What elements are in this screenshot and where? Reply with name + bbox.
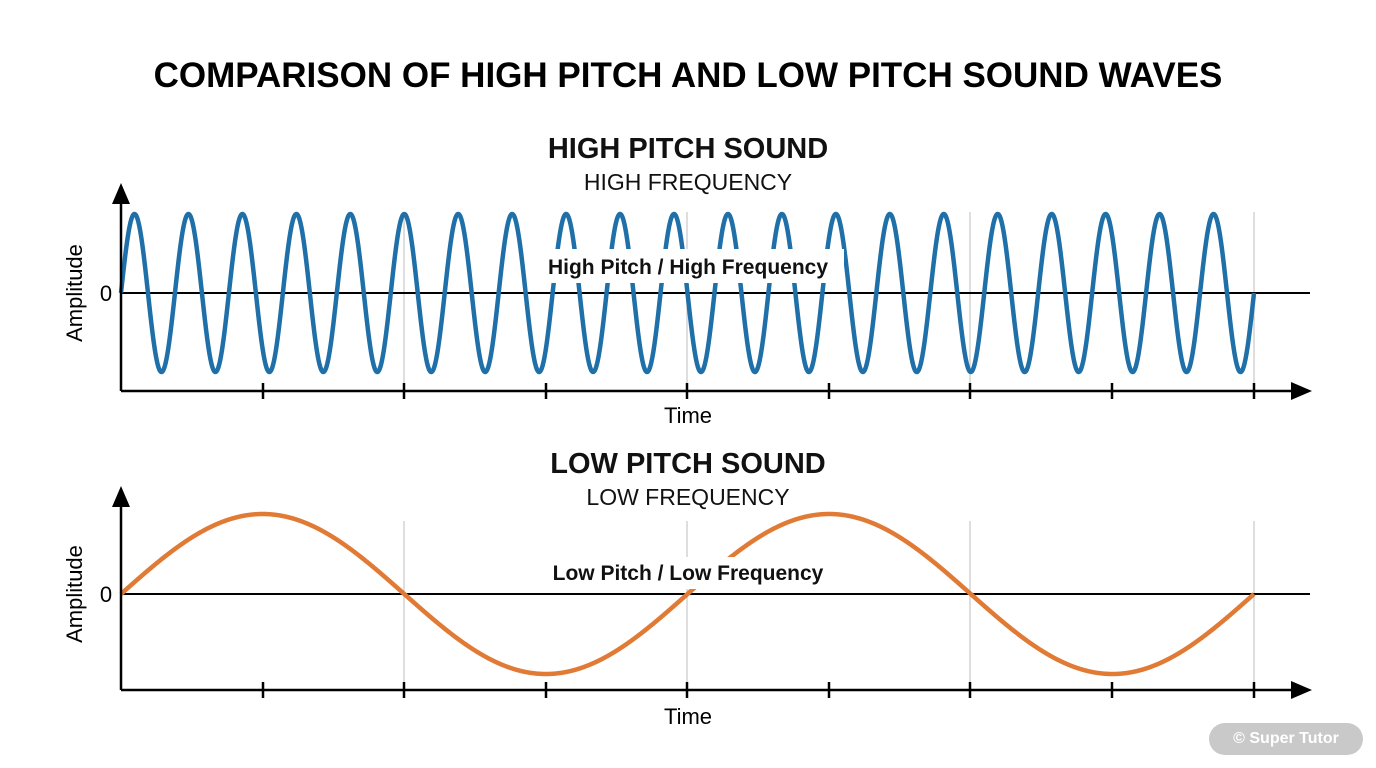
high-label-backdrop — [532, 249, 844, 283]
high-pitch-wave — [118, 211, 1257, 375]
low-pitch-heading: LOW PITCH SOUND — [550, 448, 826, 480]
low-x-arrowhead — [1291, 681, 1312, 699]
low-y-arrowhead — [112, 486, 130, 507]
high-pitch-heading: HIGH PITCH SOUND — [548, 133, 828, 165]
diagram-title: COMPARISON OF HIGH PITCH AND LOW PITCH S… — [154, 56, 1223, 95]
low-pitch-wave — [119, 511, 1256, 677]
high-y-label: Amplitude — [62, 244, 87, 342]
low-zero-label: 0 — [100, 582, 112, 607]
high-zero-label: 0 — [100, 281, 112, 306]
low-y-label: Amplitude — [62, 545, 87, 643]
high-pitch-panel: HIGH PITCH SOUND HIGH FREQUENCY 0 High P… — [62, 133, 1312, 428]
low-label-backdrop — [538, 557, 838, 589]
high-y-arrowhead — [112, 183, 130, 204]
high-x-label: Time — [664, 403, 712, 428]
high-x-arrowhead — [1291, 382, 1312, 400]
low-wave-label: Low Pitch / Low Frequency — [553, 562, 824, 585]
low-frequency-subheading: LOW FREQUENCY — [586, 484, 789, 510]
high-x-ticks — [261, 383, 1256, 399]
low-x-ticks — [261, 682, 1256, 698]
low-gridlines — [403, 521, 1255, 690]
watermark-badge: © Super Tutor — [1209, 723, 1363, 755]
low-x-label: Time — [664, 704, 712, 729]
low-pitch-panel: LOW PITCH SOUND LOW FREQUENCY 0 Low Pitc… — [62, 448, 1312, 729]
high-frequency-subheading: HIGH FREQUENCY — [584, 169, 792, 195]
high-wave-label: High Pitch / High Frequency — [548, 256, 828, 279]
